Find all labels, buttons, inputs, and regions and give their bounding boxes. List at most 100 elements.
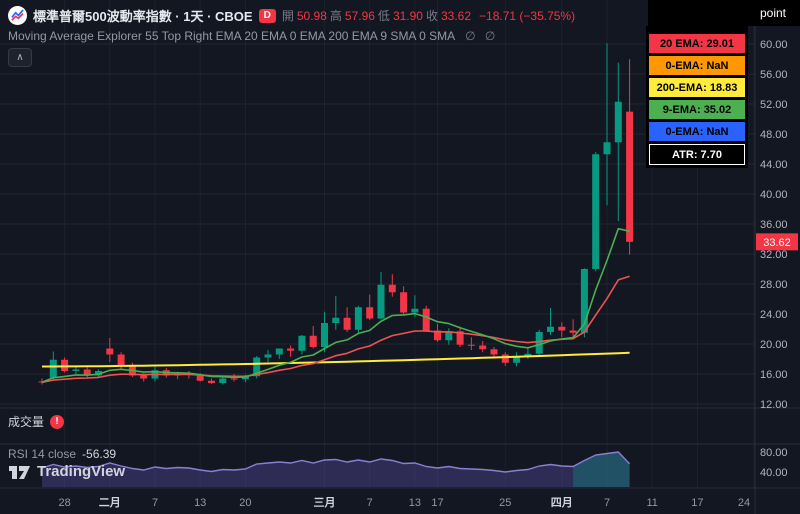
time-axis-label: 7 [152,497,158,509]
candle-body [501,354,509,363]
rsi-label[interactable]: RSI 14 close [8,447,77,461]
tradingview-logo[interactable]: TradingView [8,463,125,480]
price-axis-label: 40.00 [760,189,788,201]
time-axis-label: 28 [58,497,70,509]
rsi-area [42,452,630,487]
collapse-pane-button[interactable]: ∧ [8,48,32,67]
price-axis-label: 56.00 [760,69,788,81]
change-value: −18.71 (−35.75%) [479,8,576,23]
symbol-title[interactable]: 標準普爾500波動率指數 · 1天 · CBOE [33,9,253,24]
low-value: 31.90 [392,9,423,23]
candle-body [208,380,215,383]
ema200-line [42,351,630,368]
indicator-title[interactable]: Moving Average Explorer 55 Top Right EMA… [8,29,456,43]
candle-body [275,348,283,355]
low-label: 低 [377,9,390,23]
volume-label[interactable]: 成交量 [8,415,45,429]
candle-body [253,357,261,377]
price-axis-label: 36.00 [760,219,788,231]
price-axis[interactable]: 60.00 56.00 52.00 48.00 44.00 40.00 36.00 32.00… [756,39,798,411]
legend-row: 9-EMA: 35.02 [649,100,745,119]
last-price-badge [756,233,798,251]
symbol-logo-icon[interactable] [8,6,27,25]
indicator-legend-row: Moving Average Explorer 55 Top Right EMA… [8,29,498,43]
time-axis-label: 11 [646,497,657,509]
price-axis-label: 28.00 [760,279,788,291]
close-label: 收 [425,9,438,23]
rsi-axis-label: 40.00 [760,467,788,479]
candle-body [298,335,306,351]
candle-body [434,330,441,341]
candle-body [456,331,464,345]
tradingview-mark-icon [9,465,30,479]
candles-layer[interactable] [38,43,634,385]
candle-body [117,354,125,365]
candle-body [513,356,521,363]
time-axis-month-label: 四月 [551,496,573,509]
legend-row: 20 EMA: 29.01 [649,34,745,53]
candle-body [580,269,588,333]
candle-body [61,359,69,371]
open-value: 50.98 [296,9,327,23]
ema20-line [41,275,630,384]
high-label: 高 [329,9,342,23]
legend-row: 0-EMA: NaN [649,122,745,141]
axis-unit-strip: point [648,0,800,26]
candle-body [196,374,204,381]
time-axis-label: 7 [367,497,373,509]
candle-body [524,353,532,357]
candle-body [614,101,622,143]
chart-header: 標準普爾500波動率指數 · 1天 · CBOE D 開 50.98 高 57.… [8,6,575,25]
candle-body [140,375,148,379]
timeframe-badge[interactable]: D [258,8,276,23]
rsi-axis-label: 80.00 [760,447,788,459]
time-axis-label: 13 [409,497,421,509]
candle-body [422,308,430,331]
candle-body [377,284,385,319]
candle-body [95,371,102,376]
rsi-overbought-area [573,452,630,487]
price-axis-label: 52.00 [760,99,788,111]
candle-body [569,330,577,333]
warning-icon[interactable]: ! [50,414,65,429]
candle-body [535,332,543,354]
candle-body [411,308,419,313]
candle-body [332,317,340,323]
time-axis-label: 24 [738,497,750,509]
candle-body [72,369,80,371]
rsi-axis[interactable]: 80.00 40.00 [760,447,788,479]
rsi-plot [41,451,631,487]
candle-body [547,326,554,332]
candle-body [106,348,114,355]
legend-row: 0-EMA: NaN [649,56,745,75]
candle-body [400,292,408,313]
vix-logo-icon [11,9,24,21]
rsi-line [41,451,631,473]
legend-row: 200-EMA: 18.83 [649,78,745,97]
close-value: 33.62 [440,9,472,23]
rsi-pane-header: RSI 14 close -56.39 [8,447,116,461]
ma-lines-layer [41,227,630,384]
eye-off-icons[interactable]: ∅ ∅ [465,29,499,43]
price-axis-label: 32.00 [760,249,788,261]
axis-unit-label[interactable]: point [759,6,786,20]
volume-pane-header: 成交量 ! [8,413,65,430]
candle-body [343,317,351,330]
last-price-value: 33.62 [763,237,791,249]
price-axis-label: 24.00 [760,309,788,321]
candle-body [388,284,396,293]
high-value: 57.96 [344,9,375,23]
time-axis[interactable]: 28 二月 7 13 20 三月 7 13 17 25 四月 7 11 17 24 [58,496,750,509]
candle-body [490,349,498,355]
price-axis-label: 16.00 [760,369,788,381]
candle-body [558,326,566,331]
time-axis-label: 7 [604,497,610,509]
price-axis-label: 20.00 [760,339,788,351]
legend-row: ATR: 7.70 [649,144,745,165]
candle-body [49,359,57,378]
candle-body [603,142,611,155]
candle-body [626,111,634,242]
grid-layer [0,0,755,488]
